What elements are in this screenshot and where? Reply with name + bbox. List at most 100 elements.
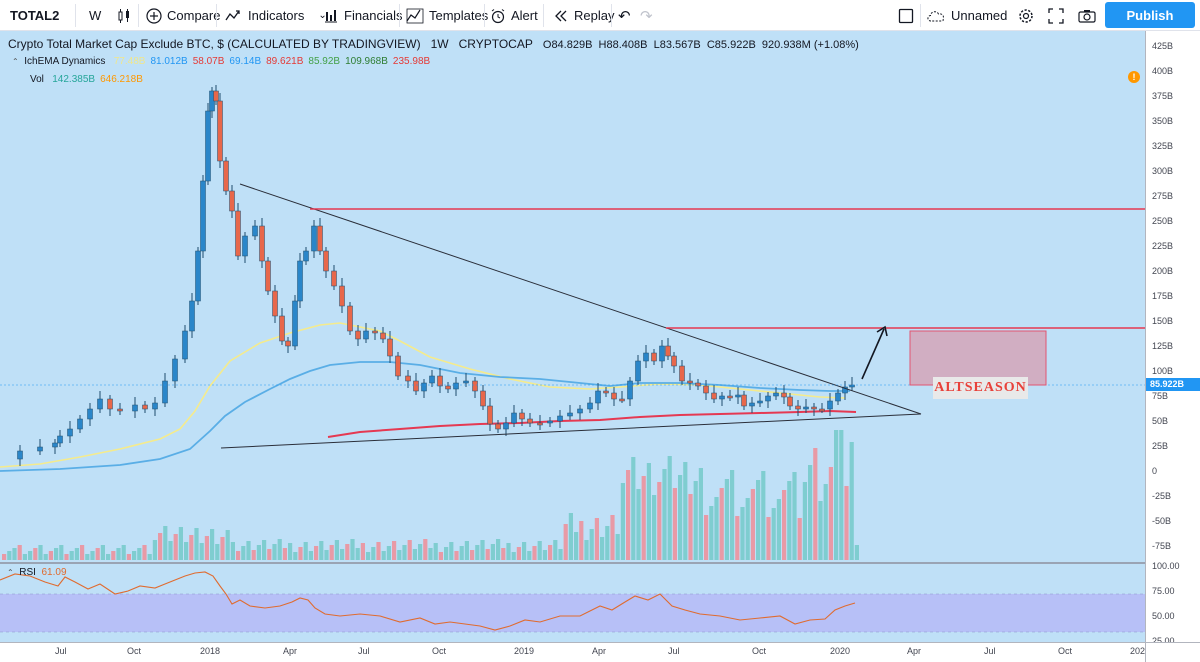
candle-up xyxy=(152,402,158,410)
volume-bar xyxy=(33,548,38,560)
chart-style-button[interactable] xyxy=(116,0,137,31)
volume-bar xyxy=(776,499,781,560)
volume-bar xyxy=(808,465,813,560)
candle-up xyxy=(67,428,73,437)
financials-button[interactable]: Financials xyxy=(323,0,403,31)
candle-up xyxy=(765,395,771,402)
candle-down xyxy=(395,355,401,377)
candle-down xyxy=(619,398,625,402)
volume-bar xyxy=(100,545,105,560)
candle-up xyxy=(132,404,138,412)
rsi-legend[interactable]: ⌃ RSI 61.09 xyxy=(7,567,67,578)
time-tick: 2018 xyxy=(200,646,221,656)
price-axis[interactable]: 425B 400B 375B 350B 325B 300B 275B 250B 225B 200B… xyxy=(1145,31,1200,646)
indicators-button[interactable]: Indicators ⌄ xyxy=(225,0,327,31)
indicator-values: 77.48B 81.012B 58.07B 69.14B 89.621B 85.92B 10… xyxy=(114,56,435,67)
volume-bar xyxy=(230,542,235,560)
indicator-legend[interactable]: ⌃ IchEMA Dynamics 77.48B 81.012B 58.07B 69.… xyxy=(12,56,435,67)
open-value: 84.829B xyxy=(551,39,593,51)
volume-bar xyxy=(584,540,589,560)
altseason-label: ALTSEASON xyxy=(933,377,1028,399)
candle-up xyxy=(773,392,779,397)
financials-label: Financials xyxy=(344,8,403,23)
layout-name-button[interactable]: Unnamed xyxy=(926,0,1007,31)
candle-down xyxy=(339,285,345,307)
price-tick: 50B xyxy=(1152,416,1169,426)
settings-gear-icon[interactable] xyxy=(1018,0,1034,31)
candle-down xyxy=(279,315,285,342)
volume-bar xyxy=(652,495,657,560)
main-chart-pane[interactable]: ALTSEASON ! Crypto Total Market Cap Excl… xyxy=(0,31,1145,562)
pane-separator[interactable] xyxy=(0,562,1200,564)
volume-bar xyxy=(121,545,126,560)
replay-button[interactable]: Replay xyxy=(553,0,614,31)
warning-icon[interactable]: ! xyxy=(1128,71,1140,83)
volume-bar xyxy=(506,543,511,560)
candle-down xyxy=(235,210,241,257)
volume-bar xyxy=(464,541,469,560)
templates-button[interactable]: Templates xyxy=(406,0,488,31)
volume-bar xyxy=(657,482,662,560)
candle-up xyxy=(311,225,317,252)
volume-bar xyxy=(698,468,703,560)
candle-up xyxy=(835,392,841,402)
volume-bar xyxy=(854,545,859,560)
indicators-label: Indicators xyxy=(248,8,305,23)
publish-button[interactable]: Publish xyxy=(1105,2,1195,28)
candle-down xyxy=(527,418,533,424)
candle-up xyxy=(57,435,63,444)
volume-bar xyxy=(527,551,532,560)
volume-bar xyxy=(418,544,423,560)
rsi-line xyxy=(0,571,856,631)
volume-bar xyxy=(288,543,293,560)
close-value: 85.922B xyxy=(714,39,756,51)
collapse-chevron-icon[interactable]: ⌃ xyxy=(12,57,19,66)
redo-icon[interactable]: ↷ xyxy=(640,7,653,25)
collapse-chevron-icon[interactable]: ⌃ xyxy=(7,568,14,577)
time-axis[interactable]: Jul Oct 2018 Apr Jul Oct 2019 Apr Jul Oct 2020 Apr J… xyxy=(0,642,1145,662)
volume-bar xyxy=(293,552,298,560)
volume-bar xyxy=(496,539,501,560)
candle-down xyxy=(229,190,235,212)
candle-up xyxy=(421,382,427,392)
volume-bar xyxy=(329,545,334,560)
symbol-search[interactable]: TOTAL2 xyxy=(10,0,59,31)
rsi-value: 61.09 xyxy=(41,567,67,578)
volume-bar xyxy=(392,541,397,560)
volume-bar xyxy=(553,540,558,560)
alert-button[interactable]: Alert xyxy=(490,0,538,31)
camera-icon[interactable] xyxy=(1078,0,1096,31)
candle-down xyxy=(347,305,353,332)
compare-button[interactable]: Compare xyxy=(146,0,220,31)
volume-bar xyxy=(615,534,620,560)
price-tick: 400B xyxy=(1152,66,1174,76)
toolbar-divider xyxy=(920,4,921,27)
chevron-down-icon[interactable]: ⌄ xyxy=(318,10,327,21)
volume-legend[interactable]: Vol 142.385B 646.218B xyxy=(30,74,148,85)
volume-bar xyxy=(787,481,792,560)
price-tick: 350B xyxy=(1152,116,1174,126)
descending-trendline xyxy=(239,183,922,415)
legend-exchange: CRYPTOCAP xyxy=(458,37,533,51)
volume-bar xyxy=(355,548,360,560)
volume-bar xyxy=(54,548,59,560)
layout-name-label: Unnamed xyxy=(951,8,1008,23)
undo-icon[interactable]: ↶ xyxy=(618,7,631,25)
fullscreen-icon[interactable] xyxy=(1048,0,1064,31)
checkbox-icon[interactable] xyxy=(898,0,914,31)
price-tick: 325B xyxy=(1152,141,1174,151)
volume-bar xyxy=(22,554,27,560)
rsi-pane[interactable]: ⌃ RSI 61.09 xyxy=(0,564,1145,642)
high-label: H xyxy=(598,39,607,51)
price-tick: 425B xyxy=(1152,41,1174,51)
price-tick: 125B xyxy=(1152,341,1174,351)
time-tick: 2019 xyxy=(514,646,535,656)
candle-down xyxy=(285,340,291,347)
volume-bar xyxy=(59,545,64,560)
current-price-tag: 85.922B xyxy=(1146,378,1200,391)
interval-button[interactable]: W xyxy=(89,0,101,31)
volume-bar xyxy=(303,542,308,560)
volume-bar xyxy=(459,546,464,560)
volume-bar xyxy=(173,534,178,560)
price-tick: 175B xyxy=(1152,291,1174,301)
